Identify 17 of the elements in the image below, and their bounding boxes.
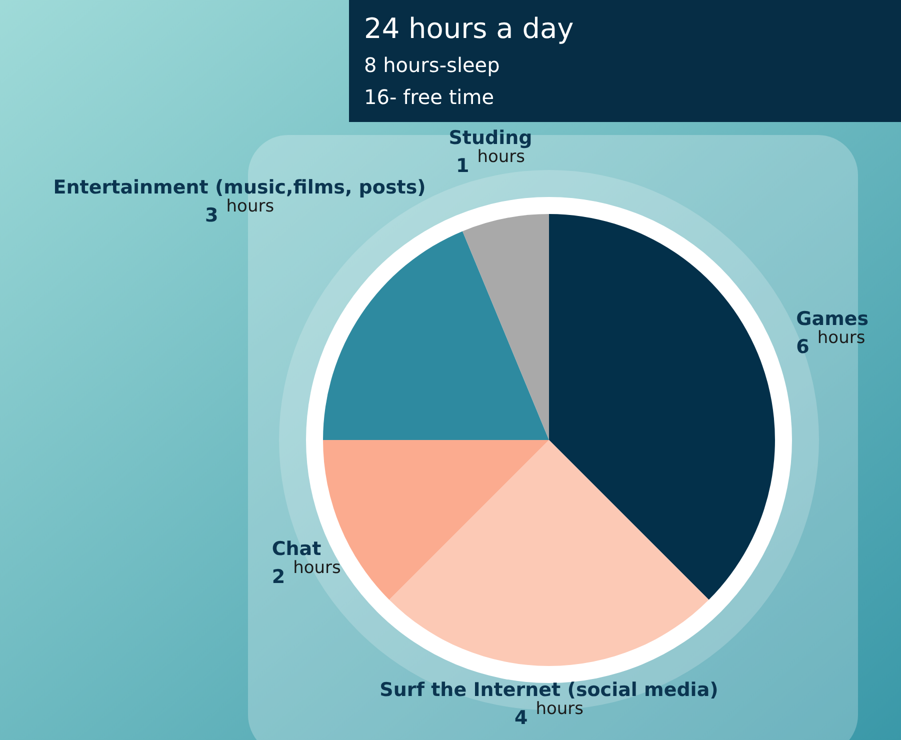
- data-label: 3 $^{hours}$: [205, 196, 274, 226]
- pie-slice: [323, 231, 549, 440]
- slice-label: Games: [796, 308, 869, 330]
- text: 8 hours-sleep: [364, 53, 500, 77]
- pie-slice: [549, 214, 775, 600]
- chart-title: 24 hours a day: [364, 12, 574, 45]
- data-label: 6 $^{hours}$: [796, 328, 866, 358]
- data-label: 2 $^{hours}$: [272, 558, 342, 588]
- data-label: 4 $^{hours}$: [514, 699, 584, 729]
- slice-label: Chat: [272, 538, 322, 560]
- pie-slice: [462, 214, 549, 440]
- text: 16- free time: [364, 85, 494, 109]
- pie-slice: [389, 440, 709, 666]
- slice-label: Entertainment (music,films, posts): [53, 176, 426, 198]
- data-label: 1 $^{hours}$: [456, 147, 526, 177]
- slice-label: Studing: [448, 127, 532, 149]
- slice-label: Surf the Internet (social media): [380, 679, 718, 701]
